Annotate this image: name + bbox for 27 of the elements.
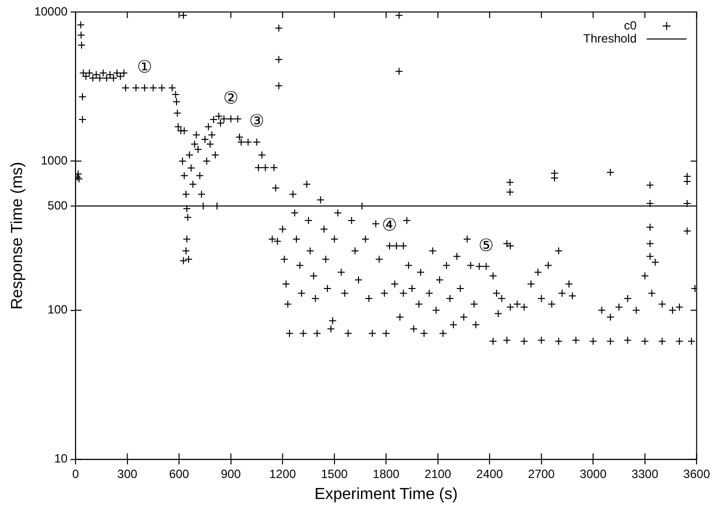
x-axis-title: Experiment Time (s): [314, 486, 458, 503]
x-tick-label: 1800: [372, 466, 400, 481]
x-tick-label: 2100: [424, 466, 452, 481]
x-tick-label: 900: [220, 466, 242, 481]
annotation: ⑤: [478, 236, 494, 256]
x-tick-label: 2700: [528, 466, 556, 481]
x-tick-label: 600: [169, 466, 190, 481]
annotation: ③: [249, 112, 264, 132]
y-axis-title: Response Time (ms): [9, 162, 26, 310]
legend-label: Threshold: [583, 31, 637, 46]
x-tick-label: 3300: [632, 466, 659, 481]
x-tick-label: 300: [117, 466, 138, 481]
annotation: ①: [136, 57, 152, 78]
y-tick-label: 10: [54, 452, 68, 466]
y-tick-label: 1000: [40, 153, 68, 168]
annotation: ②: [223, 88, 238, 108]
annotation: ④: [382, 215, 398, 236]
x-tick-label: 3000: [580, 466, 607, 481]
y-tick-label: 500: [48, 198, 68, 212]
x-tick-label: 0: [72, 466, 80, 481]
x-tick-label: 1200: [269, 466, 296, 481]
x-tick-label: 1500: [321, 466, 348, 481]
y-tick-label: 100: [48, 302, 68, 317]
x-tick-label: 2400: [476, 466, 504, 481]
legend-label: c0: [624, 18, 637, 32]
y-tick-label: 10000: [34, 4, 68, 18]
x-tick-label: 3600: [683, 466, 710, 481]
